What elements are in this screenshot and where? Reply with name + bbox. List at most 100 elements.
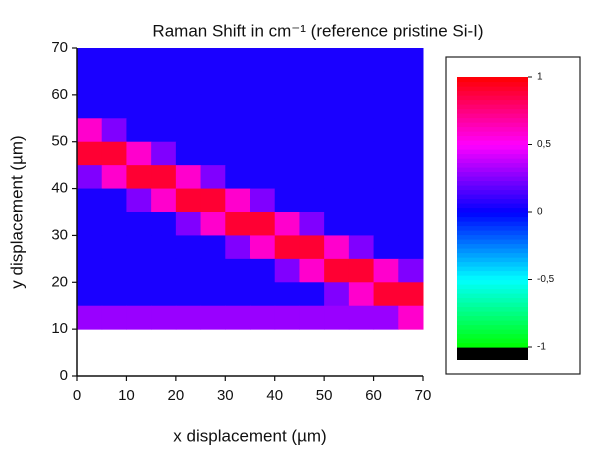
heatmap-cell <box>373 212 399 236</box>
heatmap-cell <box>175 94 202 119</box>
heatmap-cell <box>175 165 202 190</box>
heatmap-cell <box>175 188 202 213</box>
heatmap-cell <box>274 71 300 96</box>
heatmap-cell <box>200 94 226 119</box>
colorbar-band <box>457 180 528 186</box>
heatmap-cell <box>250 71 276 96</box>
heatmap-cell <box>373 94 399 119</box>
heatmap-cell <box>200 118 226 143</box>
colorbar-band <box>457 104 528 110</box>
heatmap-cell <box>274 141 300 166</box>
colorbar-band <box>457 266 528 272</box>
heatmap-cell <box>126 118 152 143</box>
heatmap-cell <box>200 212 226 236</box>
colorbar-band <box>457 297 528 303</box>
colorbar-band <box>457 140 528 146</box>
colorbar-band <box>457 207 528 213</box>
heatmap-cell <box>126 165 152 190</box>
heatmap-cell <box>225 71 251 96</box>
heatmap-cell <box>373 118 399 143</box>
heatmap-cell <box>151 118 177 143</box>
heatmap-cell <box>398 305 424 330</box>
colorbar-band <box>457 171 528 177</box>
x-tick-label: 30 <box>217 387 234 404</box>
heatmap-cell <box>200 71 226 96</box>
colorbar-band <box>457 126 528 132</box>
heatmap-cell <box>101 282 127 307</box>
heatmap-cell <box>250 94 276 119</box>
heatmap-cell <box>250 212 276 236</box>
colorbar-band <box>457 153 528 159</box>
heatmap-cell <box>250 305 276 330</box>
heatmap-cell <box>274 282 300 307</box>
heatmap-cell <box>200 282 226 307</box>
heatmap-cell <box>274 165 300 190</box>
colorbar-band <box>457 81 528 87</box>
colorbar-band <box>457 158 528 164</box>
heatmap-cell <box>126 141 152 166</box>
heatmap-cell <box>250 258 276 283</box>
heatmap-cell <box>299 165 325 190</box>
colorbar-band <box>457 216 528 222</box>
heatmap-cell <box>274 305 300 330</box>
heatmap-cell <box>299 258 325 283</box>
heatmap-cell <box>299 212 325 236</box>
heatmap-cell <box>101 235 127 260</box>
colorbar-band <box>457 194 528 200</box>
heatmap-cell <box>101 188 127 213</box>
heatmap-cell <box>200 188 226 213</box>
heatmap-cell <box>77 71 103 96</box>
heatmap-cell <box>101 48 127 72</box>
heatmap-cell <box>151 165 177 190</box>
heatmap-cell <box>77 282 103 307</box>
colorbar-band <box>457 185 528 191</box>
heatmap-cell <box>373 235 399 260</box>
heatmap-cell <box>299 235 325 260</box>
heatmap-cell <box>175 141 202 166</box>
heatmap-cell <box>373 305 399 330</box>
heatmap-cell <box>101 212 127 236</box>
heatmap-cell <box>299 118 325 143</box>
colorbar-band <box>457 99 528 105</box>
heatmap-cell <box>77 188 103 213</box>
heatmap-cell <box>200 165 226 190</box>
heatmap-cell <box>175 71 202 96</box>
x-tick-label: 0 <box>73 387 81 404</box>
colorbar-band <box>457 225 528 231</box>
heatmap-cell <box>175 258 202 283</box>
heatmap-cell <box>348 48 375 72</box>
heatmap-cell <box>151 141 177 166</box>
heatmap-cell <box>175 235 202 260</box>
colorbar-band <box>457 90 528 96</box>
heatmap-cell <box>101 141 127 166</box>
heatmap-cell <box>151 71 177 96</box>
heatmap-cell <box>175 118 202 143</box>
colorbar-tick-label: 0 <box>537 207 543 218</box>
colorbar-band <box>457 243 528 249</box>
heatmap-cell <box>348 94 375 119</box>
heatmap-cell <box>200 141 226 166</box>
heatmap-cell <box>225 141 251 166</box>
colorbar-band <box>457 333 528 339</box>
y-tick-label: 60 <box>51 86 68 103</box>
heatmap-cell <box>398 141 424 166</box>
heatmap-cell <box>348 165 375 190</box>
heatmap-cell <box>274 118 300 143</box>
heatmap-cell <box>225 188 251 213</box>
colorbar-band <box>457 212 528 218</box>
colorbar-band <box>457 176 528 182</box>
heatmap-cell <box>398 48 424 72</box>
heatmap-cell <box>274 212 300 236</box>
colorbar-band <box>457 338 528 344</box>
colorbar-band <box>457 117 528 123</box>
heatmap-cell <box>225 118 251 143</box>
heatmap-cell <box>373 282 399 307</box>
heatmap-cell <box>200 48 226 72</box>
heatmap-cell <box>274 94 300 119</box>
heatmap-cell <box>175 48 202 72</box>
heatmap-cell <box>348 118 375 143</box>
y-tick-label: 40 <box>51 180 68 197</box>
heatmap-cell <box>324 48 350 72</box>
heatmap-cell <box>225 94 251 119</box>
heatmap-cell <box>225 212 251 236</box>
